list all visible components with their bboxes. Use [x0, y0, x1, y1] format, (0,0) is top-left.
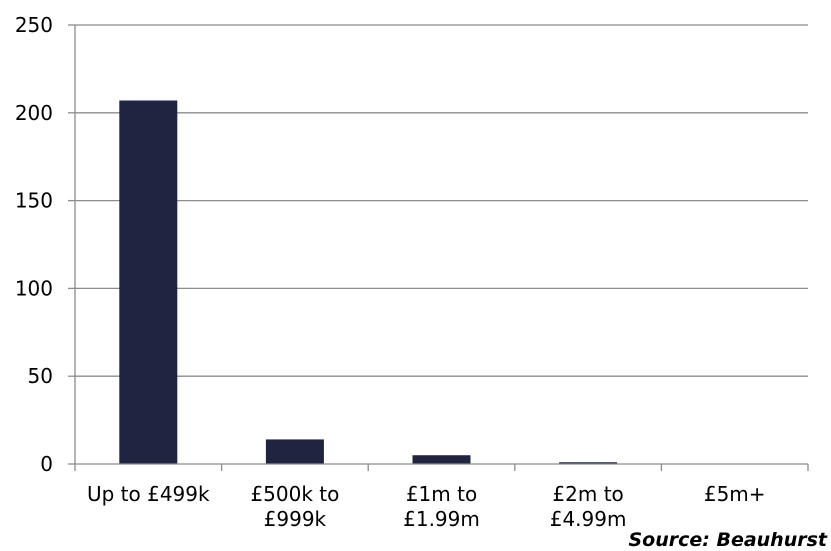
y-tick-label: 200: [15, 101, 53, 125]
source-note: Source: Beauhurst: [628, 529, 827, 551]
x-category-label: £500k to £999k: [250, 482, 339, 531]
x-axis: [74, 463, 809, 471]
x-category-label: £1m to £1.99m: [403, 482, 480, 531]
y-tick-label: 150: [15, 189, 53, 213]
bar: [265, 439, 324, 464]
bar: [559, 462, 618, 464]
x-category-label: Up to £499k: [87, 482, 210, 506]
x-category-label: £2m to £4.99m: [550, 482, 627, 531]
bar: [412, 455, 471, 464]
y-tick-label: 100: [15, 276, 53, 300]
x-axis-category-labels: Up to £499k £500k to £999k £1m to £1.99m £2m …: [87, 482, 766, 531]
bar: [119, 100, 178, 465]
bars: [119, 100, 618, 465]
y-axis-tick-labels: 0 50 100 150 200 250: [15, 13, 53, 476]
y-tick-label: 50: [28, 364, 53, 388]
y-tick-label: 250: [15, 13, 53, 37]
y-tick-label: 0: [40, 452, 53, 476]
gridlines: [68, 24, 808, 465]
x-category-label: £5m+: [704, 482, 766, 506]
